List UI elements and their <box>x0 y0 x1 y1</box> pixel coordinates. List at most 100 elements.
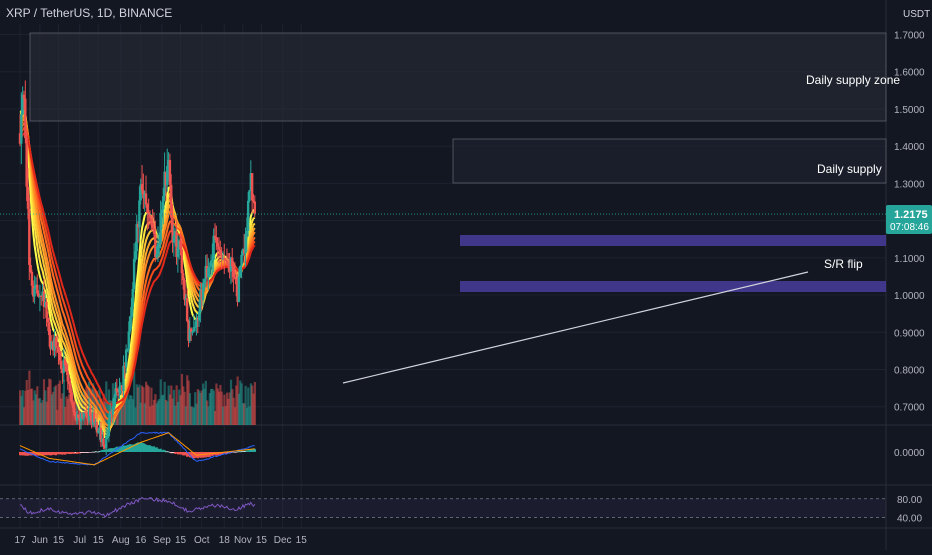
macd-histogram-bar <box>111 448 115 452</box>
candle-body <box>136 224 140 228</box>
volume-bar <box>152 399 156 425</box>
volume-bar <box>68 394 71 425</box>
volume-bar <box>202 383 205 425</box>
macd-histogram-bar <box>253 448 256 452</box>
x-tick-label: Aug <box>112 535 130 546</box>
macd-histogram-bar <box>166 451 169 452</box>
volume-bar <box>170 385 173 425</box>
rsi-line <box>19 496 256 518</box>
macd-histogram-bar <box>215 452 218 456</box>
candle-body <box>42 291 46 307</box>
macd-histogram-bar <box>110 448 113 452</box>
ema-ribbon-line <box>19 109 256 434</box>
candle-body <box>112 397 116 408</box>
macd-histogram-bar <box>131 444 134 452</box>
candle-body <box>111 407 115 415</box>
macd-histogram-bar <box>102 449 105 452</box>
candle-body <box>66 371 69 382</box>
candle-body <box>168 159 172 185</box>
rsi-tick-label: 80.00 <box>897 495 922 506</box>
volume-bar <box>105 381 108 425</box>
macd-histogram-bar <box>135 442 138 452</box>
x-tick-label: Jun <box>32 535 48 546</box>
volume-bar <box>187 380 190 425</box>
annotation-supply-zone: Daily supply zone <box>806 73 900 87</box>
candle-body <box>250 173 254 201</box>
volume-bar <box>28 370 31 425</box>
macd-histogram-bar <box>190 452 193 458</box>
volume-bar <box>212 390 215 425</box>
macd-histogram-bar <box>155 447 158 452</box>
volume-bar <box>141 385 144 425</box>
macd-histogram-bar <box>94 451 97 452</box>
candle-body <box>228 264 231 272</box>
macd-histogram-bar <box>61 452 64 455</box>
candle-body <box>29 264 32 272</box>
macd-histogram-bar <box>97 451 100 453</box>
candle-body <box>90 416 93 425</box>
y-tick-label: 1.0000 <box>894 291 925 302</box>
candle-body <box>159 212 162 244</box>
volume-bar <box>183 391 186 425</box>
macd-histogram-bar <box>117 447 120 452</box>
macd-histogram-bar <box>81 452 84 453</box>
candle-body <box>225 260 229 265</box>
candle-body <box>154 233 157 257</box>
volume-bar <box>182 386 185 425</box>
candle-body <box>65 365 68 372</box>
candle-body <box>144 193 148 205</box>
macd-histogram-bar <box>113 448 116 452</box>
macd-signal-line <box>19 432 255 466</box>
macd-histogram-bar <box>57 452 60 455</box>
volume-bar <box>180 373 184 425</box>
candle-body <box>192 327 195 332</box>
volume-bar <box>22 407 26 425</box>
volume-bar <box>134 407 137 425</box>
macd-histogram-bar <box>156 448 160 452</box>
candle-body <box>200 289 203 301</box>
volume-bar <box>56 409 59 425</box>
macd-histogram-bar <box>243 450 246 452</box>
macd-histogram-bar <box>245 450 249 452</box>
ema-ribbon-line <box>19 103 256 439</box>
candle-body <box>49 335 52 350</box>
candle-body <box>107 419 111 437</box>
x-tick-label: 15 <box>175 535 187 546</box>
candle-body <box>50 341 54 350</box>
volume-bar <box>184 406 188 425</box>
candle-body <box>73 408 76 416</box>
candle-body <box>75 414 79 421</box>
volume-bar <box>245 407 249 425</box>
macd-histogram-bar <box>162 449 165 452</box>
candle-body <box>166 166 169 186</box>
macd-histogram-bar <box>33 452 36 456</box>
price-tag-box <box>886 205 932 234</box>
candle-body <box>25 138 28 187</box>
candle-body <box>110 411 113 415</box>
candle-body <box>106 436 109 438</box>
volume-bar <box>52 391 55 425</box>
macd-histogram-bar <box>118 446 121 452</box>
volume-bar <box>158 398 161 425</box>
volume-bar <box>48 378 51 425</box>
macd-histogram-bar <box>179 452 182 455</box>
candle-body <box>160 209 164 213</box>
volume-bar <box>129 395 132 425</box>
macd-histogram-bar <box>53 452 56 455</box>
macd-histogram-bar <box>247 450 250 452</box>
x-tick-label: 18 <box>219 535 231 546</box>
volume-bar <box>74 394 77 425</box>
candle-body <box>236 284 239 302</box>
candle-body <box>36 284 39 294</box>
macd-histogram-bar <box>65 452 68 454</box>
volume-bar <box>204 380 207 425</box>
volume-bar <box>237 393 241 425</box>
candle-body <box>85 413 88 417</box>
zone-layer <box>29 32 887 292</box>
candle-body <box>21 94 24 115</box>
volume-bar <box>203 388 206 425</box>
volume-bar <box>32 400 35 425</box>
macd-histogram-bar <box>207 452 210 458</box>
